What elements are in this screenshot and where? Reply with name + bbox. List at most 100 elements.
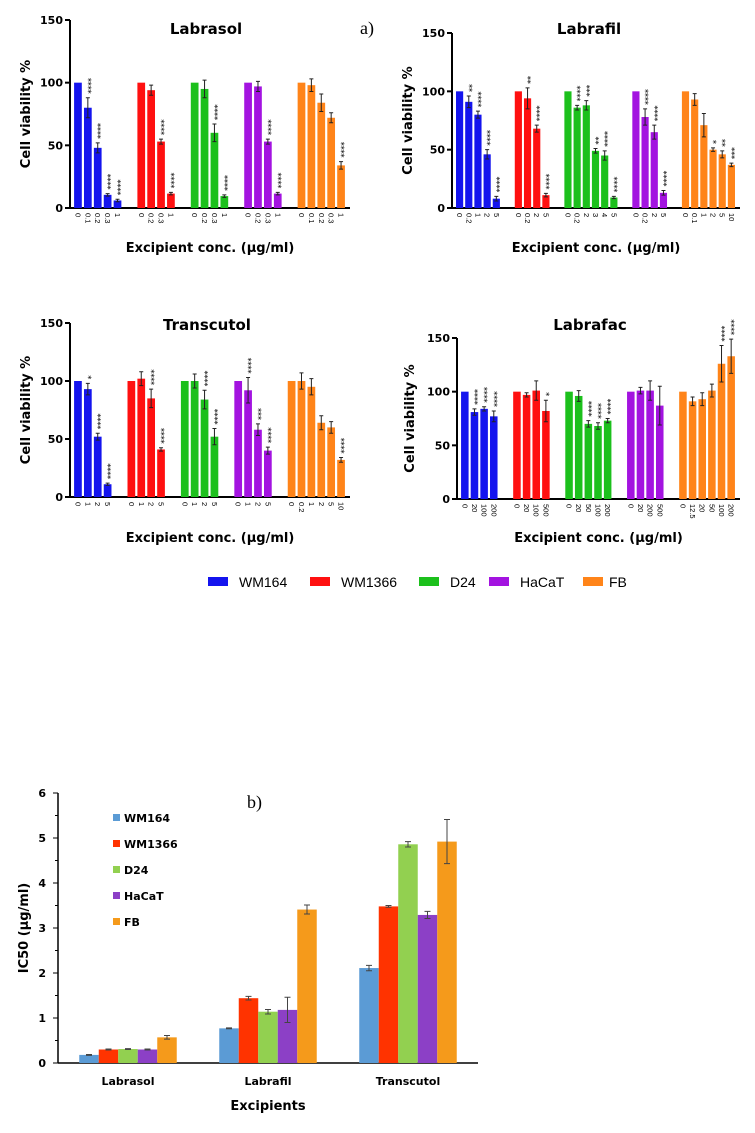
- x-tick-label: 1: [190, 502, 199, 506]
- bar-d24: [258, 1011, 278, 1063]
- error-bar: [586, 420, 591, 428]
- y-tick-label: 0: [442, 493, 450, 506]
- error-bar: [424, 910, 431, 920]
- error-bar: [485, 149, 490, 160]
- significance-stars: ****: [584, 401, 593, 417]
- x-tick-label: 0.2: [317, 213, 326, 223]
- bar-wm164: [83, 389, 92, 497]
- x-tick-label: 5: [609, 213, 618, 217]
- error-bar: [611, 195, 616, 200]
- x-tick-label: 0: [190, 213, 199, 217]
- error-bar: [729, 338, 734, 374]
- x-tick-label: 5: [157, 502, 166, 506]
- bar-wm164: [465, 101, 473, 208]
- x-tick-label: 2: [147, 502, 156, 506]
- error-bar: [115, 198, 120, 203]
- bar-wm1366: [542, 195, 550, 208]
- panel-title: Labrasol: [170, 20, 242, 38]
- legend-label: FB: [609, 574, 627, 590]
- y-tick-label: 150: [40, 14, 63, 27]
- bar-hacat: [254, 86, 262, 208]
- x-tick-label: 5: [718, 213, 727, 217]
- x-tick-label: 2: [709, 213, 718, 217]
- y-tick-label: 2: [38, 967, 46, 980]
- bar-wm1366: [542, 410, 550, 499]
- error-bar: [105, 482, 110, 486]
- bar-wm1366: [513, 391, 521, 499]
- bar-hacat: [417, 914, 438, 1063]
- bar-fb: [337, 165, 345, 208]
- error-bar: [339, 457, 344, 463]
- significance-stars: ****: [210, 104, 219, 120]
- x-axis-label: Excipients: [230, 1099, 305, 1114]
- significance-stars: ****: [483, 130, 492, 146]
- ic50-chart: 0 1 2 3 4 5 6 IC50 (µg/ml) Excipients Labrasol Lab…: [17, 787, 478, 1114]
- x-tick-label: 0.3: [210, 213, 219, 223]
- x-tick-label: 5: [103, 502, 112, 506]
- bar-d24: [220, 196, 229, 208]
- y-axis-label: Cell viability %: [401, 66, 416, 174]
- y-tick-label: 0: [55, 202, 63, 215]
- bar-wm164: [74, 82, 82, 208]
- y-tick-label: 100: [422, 85, 445, 98]
- legend-label: HaCaT: [520, 574, 565, 590]
- panel-title: Labrafac: [553, 316, 626, 334]
- significance-stars: **: [523, 76, 532, 84]
- x-tick-label: 0: [565, 504, 574, 508]
- x-tick-label: 1: [699, 213, 708, 217]
- bar-wm164: [93, 436, 102, 497]
- x-tick-label: 200: [603, 504, 612, 517]
- bar-wm164: [113, 200, 122, 208]
- x-tick-label: 0: [297, 213, 306, 217]
- error-bar: [149, 84, 154, 96]
- bar-d24: [582, 105, 590, 208]
- significance-stars: ****: [103, 174, 112, 190]
- bar-wm164: [219, 1028, 239, 1063]
- bar-fb: [327, 427, 336, 497]
- x-tick-label: 50: [584, 504, 593, 512]
- significance-stars: ****: [93, 123, 102, 139]
- x-tick-label: 5: [327, 502, 336, 506]
- error-bar: [593, 148, 598, 154]
- bar-wm1366: [157, 141, 165, 208]
- significance-stars: ****: [83, 78, 92, 94]
- bar-d24: [190, 82, 199, 208]
- bar-d24: [565, 391, 573, 499]
- x-tick-label: 0: [73, 213, 82, 217]
- bar-wm1366: [238, 998, 259, 1063]
- bar-wm1366: [137, 82, 146, 208]
- bar-wm164: [480, 408, 488, 499]
- error-bar: [596, 422, 600, 430]
- bar-wm1366: [157, 449, 165, 497]
- bar-hacat: [234, 381, 243, 497]
- error-bar: [125, 1048, 131, 1050]
- legend-label: D24: [124, 864, 149, 877]
- error-bar: [212, 123, 217, 143]
- bar-wm164: [103, 484, 112, 497]
- x-tick-label: 1: [137, 502, 146, 506]
- bar-fb: [437, 841, 457, 1063]
- error-bar: [265, 446, 270, 455]
- significance-stars: **: [591, 137, 600, 145]
- significance-stars: ****: [573, 86, 582, 102]
- error-bar: [144, 1048, 151, 1051]
- error-bar: [85, 382, 90, 396]
- x-tick-label: 0: [514, 213, 523, 217]
- significance-stars: ****: [541, 174, 550, 190]
- error-bar: [255, 423, 260, 437]
- bar-fb: [337, 459, 345, 497]
- error-bar: [319, 93, 324, 112]
- y-tick-label: 50: [48, 433, 64, 446]
- legend-swatch-d24: [113, 866, 120, 873]
- y-tick-label: 3: [38, 922, 46, 935]
- bar-wm164: [93, 147, 102, 208]
- x-tick-label: 10: [337, 502, 346, 510]
- x-tick-label: 10: [727, 213, 736, 221]
- x-tick-label: 100: [594, 504, 603, 517]
- error-bar: [319, 415, 324, 431]
- error-bar: [366, 964, 372, 972]
- bar-fb: [297, 909, 317, 1063]
